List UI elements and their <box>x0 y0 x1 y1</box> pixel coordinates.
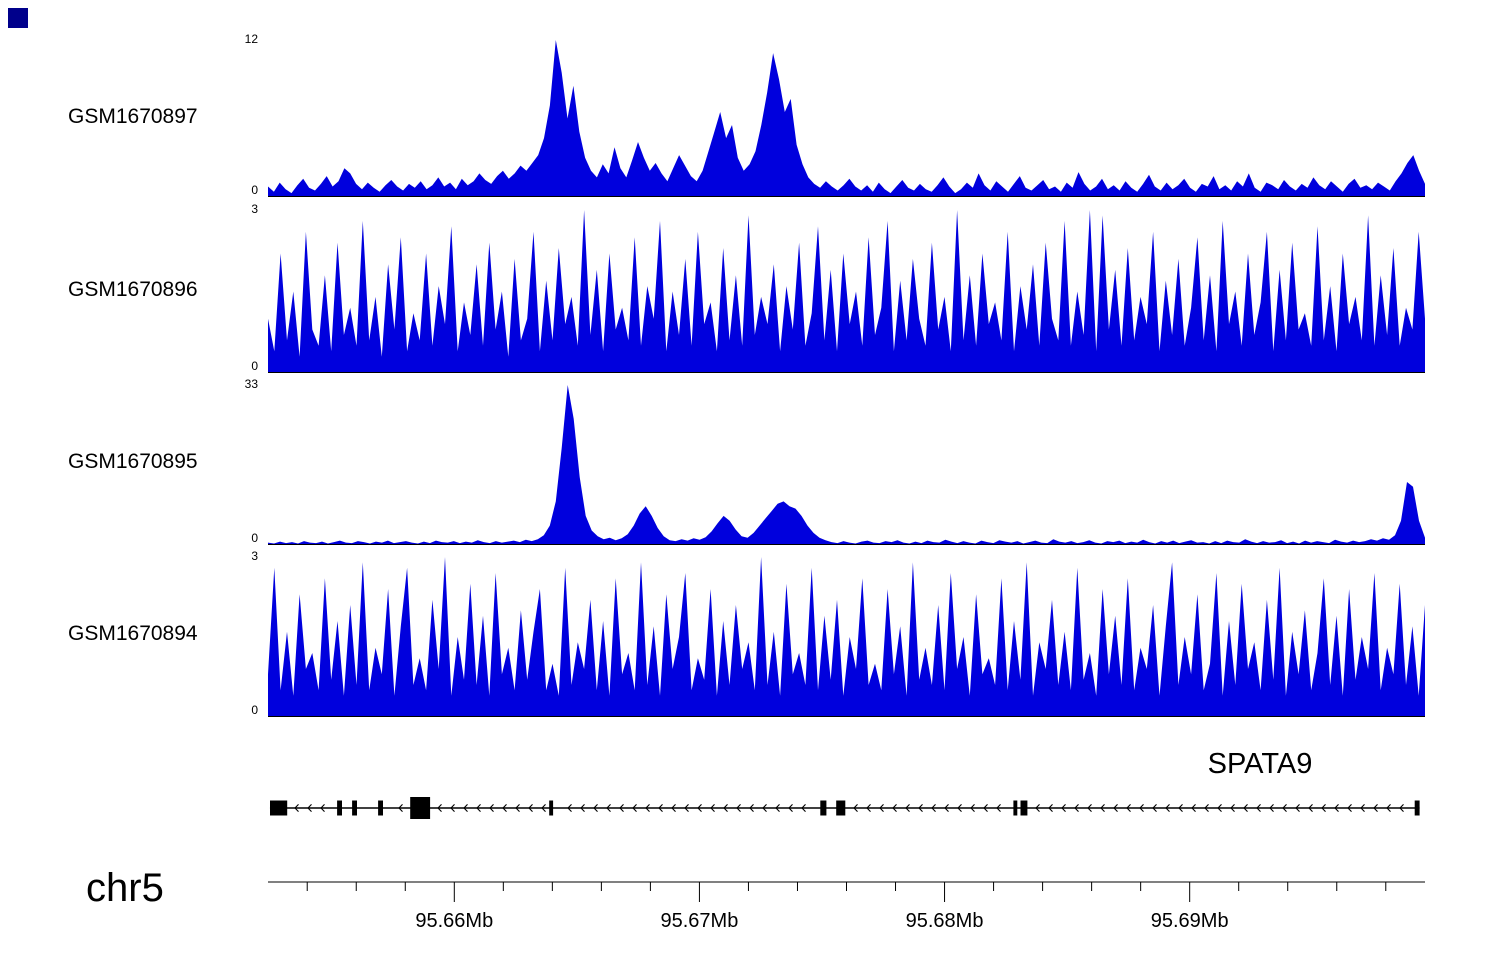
genome-axis: 95.66Mb 95.67Mb 95.68Mb 95.69Mb <box>268 881 1425 932</box>
svg-text:95.66Mb: 95.66Mb <box>415 910 493 932</box>
track-label-gsm1670896: GSM1670896 <box>68 278 198 301</box>
yaxis-min-track1: 0 <box>251 183 258 197</box>
yaxis-max-track4: 3 <box>251 549 258 563</box>
coverage-track-gsm1670897 <box>268 40 1425 197</box>
corner-marker <box>8 8 28 28</box>
track-label-gsm1670895: GSM1670895 <box>68 450 198 473</box>
track-label-gsm1670894: GSM1670894 <box>68 622 198 645</box>
gene-model-track <box>269 797 1420 819</box>
track-label-gsm1670897: GSM1670897 <box>68 105 198 128</box>
svg-text:95.69Mb: 95.69Mb <box>1151 910 1229 932</box>
coverage-track-gsm1670896 <box>268 210 1425 373</box>
yaxis-max-track3: 33 <box>244 377 258 391</box>
coverage-track-gsm1670895 <box>268 385 1425 545</box>
chromosome-label: chr5 <box>86 866 164 910</box>
yaxis-min-track3: 0 <box>251 531 258 545</box>
svg-text:95.67Mb: 95.67Mb <box>661 910 739 932</box>
coverage-track-gsm1670894 <box>268 557 1425 717</box>
yaxis-max-track2: 3 <box>251 202 258 216</box>
yaxis-min-track2: 0 <box>251 359 258 373</box>
gene-name-label: SPATA9 <box>1207 748 1313 780</box>
yaxis-min-track4: 0 <box>251 703 258 717</box>
svg-text:95.68Mb: 95.68Mb <box>906 910 984 932</box>
yaxis-max-track1: 12 <box>244 32 258 46</box>
